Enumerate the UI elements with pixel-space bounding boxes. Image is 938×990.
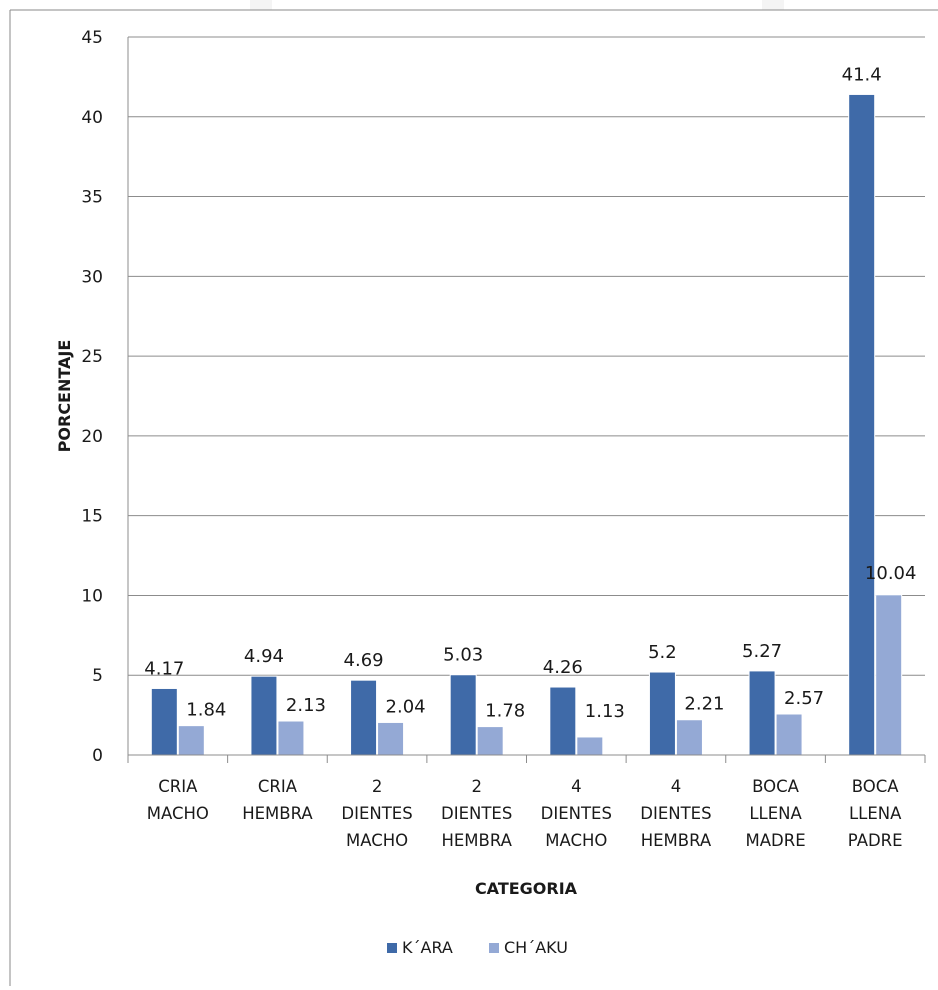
x-category-labels: CRIA MACHO CRIA HEMBRA 2 DIENTES MACHO 2 DIENTES… <box>147 777 903 850</box>
legend: K´ARA CH´AKU <box>387 938 568 957</box>
bar-chaku <box>377 721 405 756</box>
y-tick-label: 45 <box>81 28 103 48</box>
x-category-label: PADRE <box>848 831 903 850</box>
bar-kara <box>350 679 378 756</box>
x-category-label: CRIA <box>258 777 298 796</box>
legend-swatch-kara <box>387 943 397 953</box>
data-label-chaku: 1.78 <box>485 701 525 722</box>
x-category-label: DIENTES <box>441 804 512 823</box>
top-decoration <box>250 0 784 10</box>
y-tick-label: 0 <box>92 746 103 766</box>
bar-chaku <box>277 720 305 756</box>
gridlines <box>128 36 925 676</box>
data-label-chaku: 1.13 <box>585 701 625 722</box>
bar-chaku <box>675 719 703 756</box>
data-label-kara: 5.2 <box>648 642 677 663</box>
data-label-kara: 5.27 <box>742 641 782 662</box>
bar-chaku <box>476 726 504 756</box>
x-category-label: CRIA <box>158 777 198 796</box>
data-label-chaku: 2.13 <box>286 695 326 716</box>
bar-chaku <box>177 725 205 756</box>
data-label-chaku: 1.84 <box>186 700 226 721</box>
x-category-label: MACHO <box>346 831 408 850</box>
data-label-kara: 5.03 <box>443 645 483 666</box>
bar-chaku <box>576 736 604 756</box>
x-axis-title: CATEGORIA <box>475 879 578 898</box>
bar-kara <box>648 671 676 756</box>
bar-chaku <box>875 594 903 756</box>
y-tick-label: 10 <box>81 586 103 606</box>
y-tick-label: 40 <box>81 108 103 128</box>
data-label-chaku: 2.04 <box>386 696 426 717</box>
x-category-label: DIENTES <box>541 804 612 823</box>
y-tick-label: 25 <box>81 347 103 367</box>
y-axis-title: PORCENTAJE <box>55 340 74 453</box>
x-category-label: MACHO <box>545 831 607 850</box>
bar-kara <box>748 670 776 756</box>
x-category-label: MACHO <box>147 804 209 823</box>
x-category-label: DIENTES <box>341 804 412 823</box>
y-tick-label: 5 <box>92 666 103 686</box>
data-label-kara: 4.17 <box>144 658 184 679</box>
x-category-label: HEMBRA <box>641 831 712 850</box>
bars <box>150 93 903 756</box>
y-tick-label: 15 <box>81 507 103 527</box>
bar-kara <box>549 686 577 756</box>
data-label-chaku: 2.21 <box>684 694 724 715</box>
x-category-label: 2 <box>372 777 383 796</box>
data-labels: 4.17 4.94 4.69 5.03 4.26 5.2 5.27 41.4 1.84 2.13 2… <box>144 64 916 722</box>
x-category-label: 4 <box>671 777 682 796</box>
x-category-label: 4 <box>571 777 582 796</box>
x-category-label: HEMBRA <box>441 831 512 850</box>
data-label-kara: 41.4 <box>842 64 882 85</box>
data-label-kara: 4.69 <box>344 650 384 671</box>
x-category-label: BOCA <box>852 777 900 796</box>
bar-kara <box>250 675 278 756</box>
legend-label-chaku: CH´AKU <box>504 938 568 957</box>
top-ribbon-right <box>762 0 784 10</box>
x-category-label: BOCA <box>752 777 800 796</box>
y-tick-label: 20 <box>81 427 103 447</box>
bar-kara <box>848 93 876 756</box>
x-category-label: 2 <box>471 777 482 796</box>
x-category-label: LLENA <box>849 804 902 823</box>
data-label-chaku: 2.57 <box>784 688 824 709</box>
bar-chaku <box>775 713 803 756</box>
data-label-kara: 4.94 <box>244 646 284 667</box>
data-label-kara: 4.26 <box>543 657 583 678</box>
y-tick-label: 30 <box>81 267 103 287</box>
legend-swatch-chaku <box>489 943 499 953</box>
bar-kara <box>150 687 178 756</box>
y-tick-labels: 0 5 10 15 20 25 30 35 40 45 <box>81 28 103 766</box>
x-category-label: DIENTES <box>640 804 711 823</box>
legend-label-kara: K´ARA <box>402 938 453 957</box>
x-category-label: MADRE <box>746 831 806 850</box>
x-category-label: LLENA <box>749 804 802 823</box>
axes <box>127 37 926 763</box>
data-label-chaku: 10.04 <box>865 563 917 584</box>
x-category-label: HEMBRA <box>242 804 313 823</box>
y-tick-label: 35 <box>81 188 103 208</box>
top-ribbon-left <box>250 0 272 10</box>
bar-kara <box>449 674 477 756</box>
